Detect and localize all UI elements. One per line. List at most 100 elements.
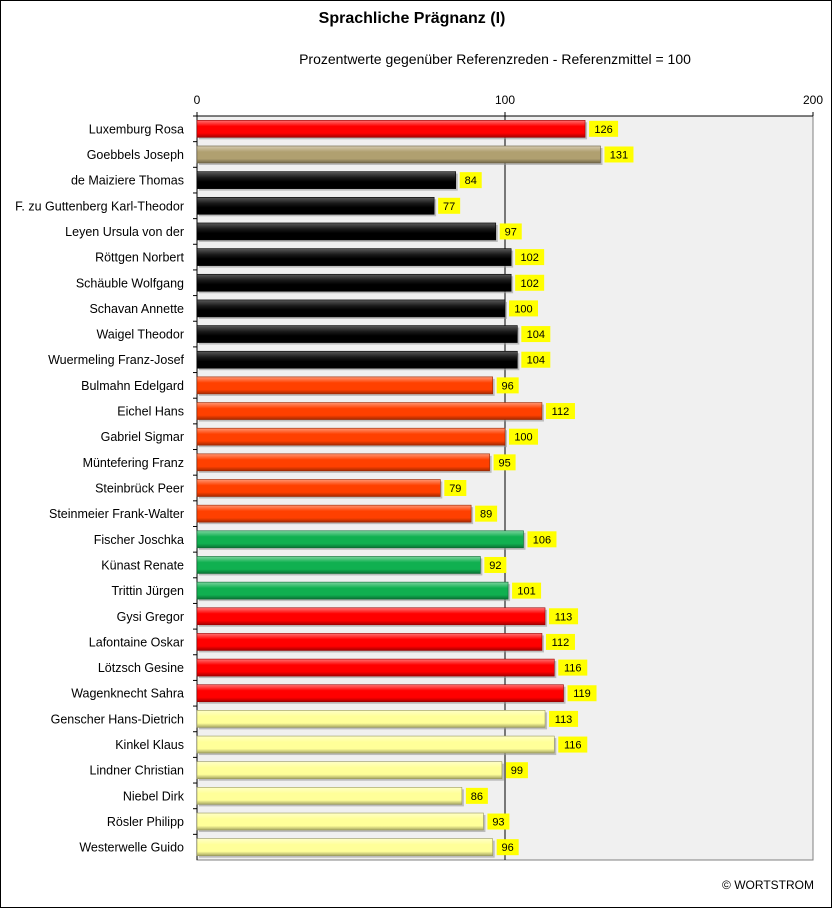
data-label: 100 — [514, 432, 532, 444]
data-label: 96 — [502, 842, 514, 854]
category-label: Luxemburg Rosa — [89, 122, 184, 136]
data-label-box — [459, 172, 482, 189]
category-label: Niebel Dirk — [123, 789, 185, 803]
bar — [196, 710, 546, 728]
bar — [196, 735, 555, 754]
category-label: Lafontaine Oskar — [89, 635, 184, 649]
data-label-box — [545, 633, 575, 650]
bar — [196, 479, 441, 497]
data-label-box — [499, 223, 522, 240]
category-label: Müntefering Franz — [83, 456, 184, 470]
data-label: 131 — [610, 149, 628, 161]
bar — [196, 299, 506, 318]
data-label: 104 — [527, 355, 545, 367]
data-label: 100 — [514, 303, 532, 315]
bar — [196, 530, 524, 549]
data-label-box — [512, 582, 542, 599]
data-label: 77 — [443, 201, 455, 213]
data-label-box — [558, 659, 588, 676]
category-label: Künast Renate — [101, 558, 184, 572]
data-label: 84 — [465, 175, 477, 187]
data-label-box — [558, 736, 588, 753]
data-label: 112 — [552, 406, 570, 418]
category-label: Fischer Joschka — [94, 533, 184, 547]
data-label: 92 — [489, 560, 501, 572]
bar — [196, 812, 484, 831]
data-label: 113 — [555, 714, 573, 726]
bar — [196, 402, 543, 420]
bar — [196, 556, 481, 574]
bar — [196, 171, 457, 189]
bar — [196, 607, 546, 626]
data-label-box — [521, 351, 551, 368]
category-label: Lindner Christian — [90, 764, 185, 778]
category-label: Leyen Ursula von der — [65, 225, 184, 239]
bar — [196, 684, 564, 703]
x-tick-label: 0 — [194, 93, 201, 107]
bar — [196, 248, 512, 266]
category-label: Lötzsch Gesine — [98, 661, 184, 675]
data-label-box — [496, 839, 519, 856]
category-label: Rösler Philipp — [107, 815, 184, 829]
x-tick-label: 200 — [803, 93, 823, 107]
data-label: 86 — [471, 791, 483, 803]
data-label: 119 — [573, 688, 591, 700]
bar — [196, 350, 518, 369]
copyright-notice: © WORTSTROM — [722, 878, 814, 892]
data-label-box — [549, 608, 579, 625]
bar — [196, 581, 509, 600]
bar — [196, 453, 490, 472]
category-label: Goebbels Joseph — [87, 148, 184, 162]
category-label: Genscher Hans-Dietrich — [51, 712, 184, 726]
data-label: 102 — [520, 278, 538, 290]
data-label: 96 — [502, 380, 514, 392]
data-label-box — [567, 685, 597, 702]
category-label: Westerwelle Guido — [79, 841, 184, 855]
x-tick-label: 100 — [495, 93, 515, 107]
data-label: 79 — [449, 483, 461, 495]
data-label: 126 — [594, 124, 612, 136]
bar — [196, 658, 555, 677]
data-label: 116 — [564, 663, 582, 675]
category-label: Steinbrück Peer — [95, 482, 184, 496]
data-label-box — [493, 454, 516, 471]
data-label-box — [589, 120, 619, 137]
category-label: Schavan Annette — [89, 302, 184, 316]
data-label-box — [604, 146, 634, 163]
chart-title: Sprachliche Prägnanz (I) — [318, 10, 506, 27]
category-label: Eichel Hans — [117, 405, 184, 419]
category-label: Trittin Jürgen — [112, 584, 185, 598]
category-label: Waigel Theodor — [96, 328, 184, 342]
category-label: de Maiziere Thomas — [71, 174, 184, 188]
data-label: 89 — [480, 509, 492, 521]
bar — [196, 787, 463, 805]
category-label: Wuermeling Franz-Josef — [48, 353, 184, 367]
data-label-box — [438, 197, 461, 214]
data-label-box — [509, 300, 538, 317]
bar — [196, 196, 435, 215]
data-label-box — [487, 813, 510, 830]
category-label: Kinkel Klaus — [115, 738, 184, 752]
data-label-box — [505, 762, 528, 779]
data-label-box — [465, 787, 488, 804]
data-label-box — [515, 274, 545, 291]
data-label: 102 — [520, 252, 538, 264]
chart-subtitle: Prozentwerte gegenüber Referenzreden - R… — [299, 51, 691, 67]
data-label-box — [444, 480, 467, 496]
data-label: 113 — [555, 611, 573, 623]
data-label: 99 — [511, 765, 523, 777]
data-label: 93 — [492, 817, 504, 829]
category-label: F. zu Guttenberg Karl-Theodor — [15, 199, 184, 213]
category-label: Röttgen Norbert — [95, 251, 184, 265]
bar — [196, 145, 601, 164]
bar — [196, 761, 503, 780]
data-label-box — [521, 326, 551, 343]
bar — [196, 376, 493, 395]
category-label: Wagenknecht Sahra — [71, 687, 184, 701]
data-label-box — [515, 249, 545, 266]
bar — [196, 427, 506, 446]
category-label: Bulmahn Edelgard — [81, 379, 184, 393]
bar — [196, 222, 497, 241]
bar — [196, 504, 472, 523]
